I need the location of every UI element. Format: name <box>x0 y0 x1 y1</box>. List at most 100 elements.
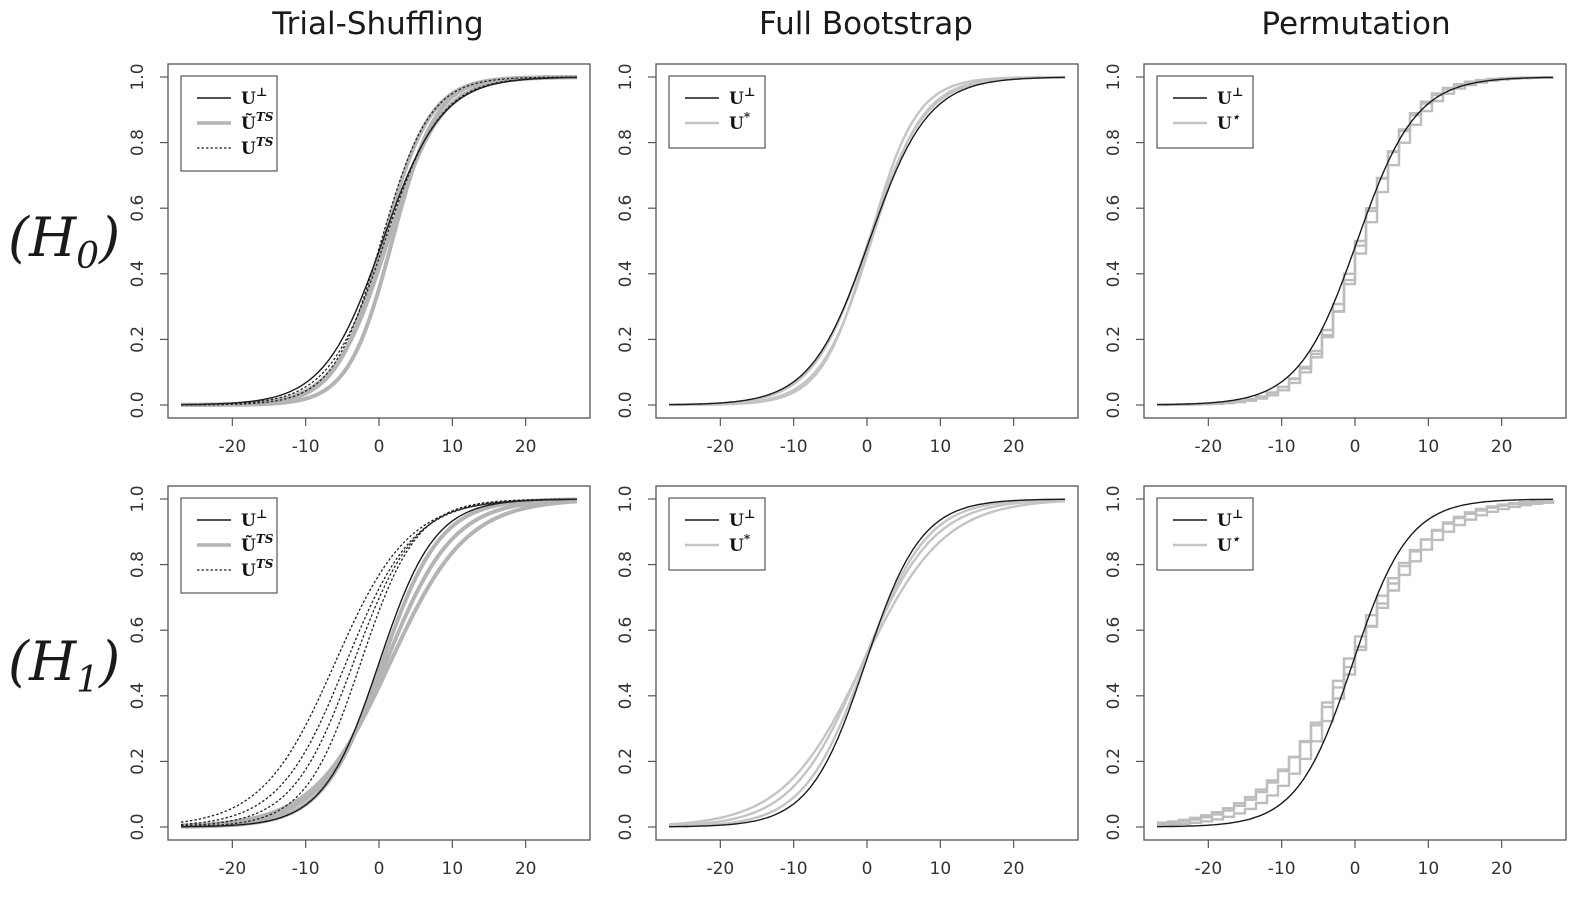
y-tick-label: 0.4 <box>128 682 148 709</box>
x-tick-label: -10 <box>292 437 320 457</box>
x-tick-label: -10 <box>780 859 808 879</box>
curves <box>668 498 1066 828</box>
row-label-h1-main: (H <box>8 630 77 693</box>
y-tick-label: 1.0 <box>128 485 148 512</box>
x-tick-label: 0 <box>862 437 873 457</box>
legend-label: U⊥ <box>729 85 755 109</box>
panel-h0-permutation: -20 -10 0 10 20 0.0 0.2 0.4 0.6 0.8 1.0 U⊥U⋆ <box>1104 63 1567 457</box>
row-label-h0: (H0) <box>8 206 120 277</box>
y-tick-label: 0.4 <box>616 682 636 709</box>
curves <box>180 497 578 829</box>
y-tick-label: 0.0 <box>616 391 636 418</box>
x-tick-label: 20 <box>1003 859 1025 879</box>
legend-label: U⊥ <box>1217 507 1243 531</box>
panel-h0-full-bootstrap: -20 -10 0 10 20 0.0 0.2 0.4 0.6 0.8 1.0 U⊥U* <box>616 63 1079 457</box>
y-tick-label: 1.0 <box>616 485 636 512</box>
series-line-light-gray <box>668 500 1066 826</box>
curves <box>669 75 1065 407</box>
series-line-light-gray-step <box>1157 499 1555 827</box>
svg-text:(H0): (H0) <box>8 206 120 277</box>
row-label-h1-sub: 1 <box>76 660 99 701</box>
legend-box <box>668 75 766 149</box>
x-tick-label: 20 <box>515 437 537 457</box>
x-tick-label: -20 <box>1194 437 1222 457</box>
row-label-h1-close: ) <box>98 630 120 693</box>
y-tick-label: 0.4 <box>1104 682 1124 709</box>
legend: U⊥U* <box>668 497 766 571</box>
series-line-thick-gray <box>181 75 577 407</box>
legend-label: U⊥ <box>1217 85 1243 109</box>
series-line-light-gray-step <box>1157 501 1555 824</box>
row-label-h0-main: (H <box>8 206 77 269</box>
column-title-full-bootstrap: Full Bootstrap <box>759 6 973 42</box>
x-tick-label: 20 <box>1491 859 1513 879</box>
x-tick-label: 20 <box>515 859 537 879</box>
legend-label: U⋆ <box>1217 532 1241 556</box>
legend-label: U⊥ <box>241 507 267 531</box>
y-tick-label: 0.6 <box>128 617 148 644</box>
legend-box <box>1156 497 1254 571</box>
y-tick-label: 0.6 <box>616 617 636 644</box>
x-tick-label: -20 <box>1194 859 1222 879</box>
y-tick-label: 1.0 <box>616 63 636 90</box>
panel-h1-full-bootstrap: -20 -10 0 10 20 0.0 0.2 0.4 0.6 0.8 1.0 U⊥U* <box>616 485 1079 879</box>
y-tick-label: 0.8 <box>128 551 148 578</box>
y-tick-label: 0.2 <box>616 326 636 353</box>
y-tick-label: 0.8 <box>1104 129 1124 156</box>
curves <box>1157 76 1555 407</box>
y-tick-label: 0.4 <box>128 260 148 287</box>
legend-box <box>668 497 766 571</box>
y-tick-label: 0.8 <box>1104 551 1124 578</box>
series-line-thick-gray <box>181 499 578 828</box>
column-title-permutation: Permutation <box>1261 6 1450 42</box>
legend-label: U⋆ <box>1217 110 1241 134</box>
column-title-trial-shuffling: Trial-Shuffling <box>271 6 483 42</box>
legend: U⊥U⋆ <box>1156 497 1254 571</box>
series-line-solid-black <box>669 498 1065 828</box>
x-tick-label: 10 <box>442 859 464 879</box>
x-tick-label: -10 <box>1268 437 1296 457</box>
x-tick-label: 10 <box>1418 437 1440 457</box>
x-tick-label: -20 <box>218 437 246 457</box>
x-tick-label: 10 <box>930 437 952 457</box>
x-tick-label: 20 <box>1491 437 1513 457</box>
legend-box <box>1156 75 1254 149</box>
y-tick-label: 0.0 <box>1104 391 1124 418</box>
y-tick-label: 0.2 <box>128 326 148 353</box>
x-tick-label: -10 <box>292 859 320 879</box>
legend-label: U⊥ <box>241 85 267 109</box>
y-tick-label: 0.6 <box>1104 195 1124 222</box>
y-tick-label: 0.6 <box>1104 617 1124 644</box>
y-tick-label: 0.8 <box>616 551 636 578</box>
y-tick-label: 0.2 <box>1104 326 1124 353</box>
curves <box>180 75 578 407</box>
x-tick-label: -10 <box>780 437 808 457</box>
series-line-solid-black <box>669 76 1065 406</box>
y-tick-label: 0.0 <box>616 813 636 840</box>
y-tick-label: 0.2 <box>128 748 148 775</box>
y-tick-label: 1.0 <box>128 63 148 90</box>
series-line-dotted-black <box>180 498 578 826</box>
legend-label: UTS <box>241 135 274 159</box>
y-tick-label: 0.2 <box>1104 748 1124 775</box>
panel-h1-permutation: -20 -10 0 10 20 0.0 0.2 0.4 0.6 0.8 1.0 U⊥U⋆ <box>1104 485 1567 879</box>
legend-label: ŨTS <box>241 532 274 556</box>
svg-text:(H1): (H1) <box>8 630 120 701</box>
curves <box>1157 498 1555 828</box>
x-tick-label: -20 <box>706 437 734 457</box>
series-line-solid-black <box>1157 498 1554 828</box>
series-line-dotted-black <box>180 498 578 823</box>
row-label-h1: (H1) <box>8 630 120 701</box>
x-tick-label: 0 <box>862 859 873 879</box>
y-tick-label: 1.0 <box>1104 485 1124 512</box>
x-tick-label: 10 <box>930 859 952 879</box>
y-tick-label: 0.0 <box>128 813 148 840</box>
legend-label: ŨTS <box>241 110 274 134</box>
y-tick-label: 0.4 <box>1104 260 1124 287</box>
x-tick-label: -10 <box>1268 859 1296 879</box>
